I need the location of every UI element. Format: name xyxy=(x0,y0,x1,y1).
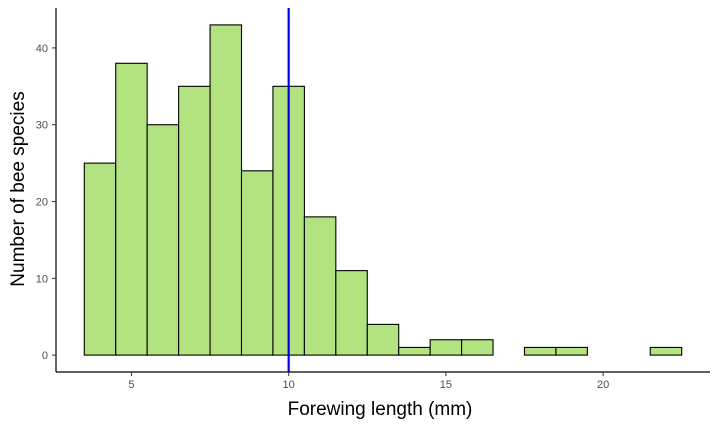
y-axis-title: Number of bee species xyxy=(8,91,29,286)
x-tick-label: 20 xyxy=(597,379,609,391)
histogram-bar-11 xyxy=(429,339,463,356)
histogram-bar-14 xyxy=(523,346,557,356)
histogram-bar-9 xyxy=(366,323,400,356)
histogram-bars xyxy=(83,24,683,356)
x-axis-ticks: 5 10 15 20 xyxy=(128,372,609,391)
axes xyxy=(55,8,710,373)
histogram-bar-2 xyxy=(146,124,180,356)
y-tick-label: 20 xyxy=(36,197,48,209)
x-tick-label: 10 xyxy=(283,379,295,391)
histogram-bar-12 xyxy=(461,339,494,356)
histogram-bar-10 xyxy=(398,346,431,356)
x-tick-label: 5 xyxy=(128,379,134,391)
histogram-bar-15 xyxy=(555,346,588,356)
histogram-bar-0 xyxy=(83,162,117,356)
y-axis-ticks: 0 10 20 30 40 xyxy=(36,43,56,362)
y-tick-label: 30 xyxy=(36,120,48,132)
histogram-bar-5 xyxy=(240,170,274,356)
histogram-bar-3 xyxy=(178,85,211,356)
histogram-bar-8 xyxy=(335,270,368,356)
histogram-bar-7 xyxy=(303,216,337,356)
histogram-bar-4 xyxy=(209,24,243,356)
histogram-bar-1 xyxy=(115,62,148,356)
y-tick-label: 40 xyxy=(36,43,48,55)
histogram-bar-18 xyxy=(649,346,683,356)
x-axis-title: Forewing length (mm) xyxy=(288,399,473,420)
y-tick-label: 10 xyxy=(36,273,48,285)
x-tick-label: 15 xyxy=(440,379,452,391)
y-tick-label: 0 xyxy=(42,350,48,362)
